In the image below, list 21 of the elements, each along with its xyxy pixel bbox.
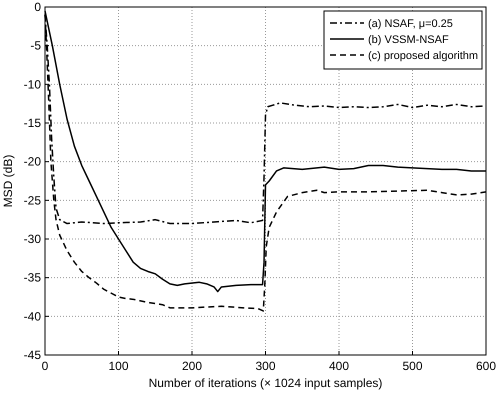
y-tick-label: -40 xyxy=(24,309,42,324)
x-tick-label: 100 xyxy=(108,359,129,373)
y-tick-label: 0 xyxy=(34,0,42,14)
y-axis-title: MSD (dB) xyxy=(1,154,15,208)
y-tick-label: -5 xyxy=(30,38,42,53)
y-tick-label: -45 xyxy=(24,348,42,362)
x-tick-label: 300 xyxy=(255,359,276,373)
legend-label: (c) proposed algorithm xyxy=(368,50,478,62)
legend-label: (b) VSSM-NSAF xyxy=(368,34,449,46)
y-tick-label: -35 xyxy=(24,270,42,285)
y-tick-label: -20 xyxy=(24,154,42,169)
x-tick-label: 600 xyxy=(476,359,496,373)
legend-label: (a) NSAF, μ=0.25 xyxy=(368,18,453,30)
y-tick-label: -10 xyxy=(24,77,42,92)
y-tick-label: -30 xyxy=(24,232,42,246)
x-tick-label: 400 xyxy=(328,359,350,373)
x-tick-label: 500 xyxy=(402,359,423,373)
x-tick-label: 200 xyxy=(182,359,202,373)
y-tick-label: -15 xyxy=(24,116,42,130)
x-axis-title: Number of iterations (× 1024 input samples) xyxy=(148,376,382,390)
y-tick-label: -25 xyxy=(24,193,42,208)
